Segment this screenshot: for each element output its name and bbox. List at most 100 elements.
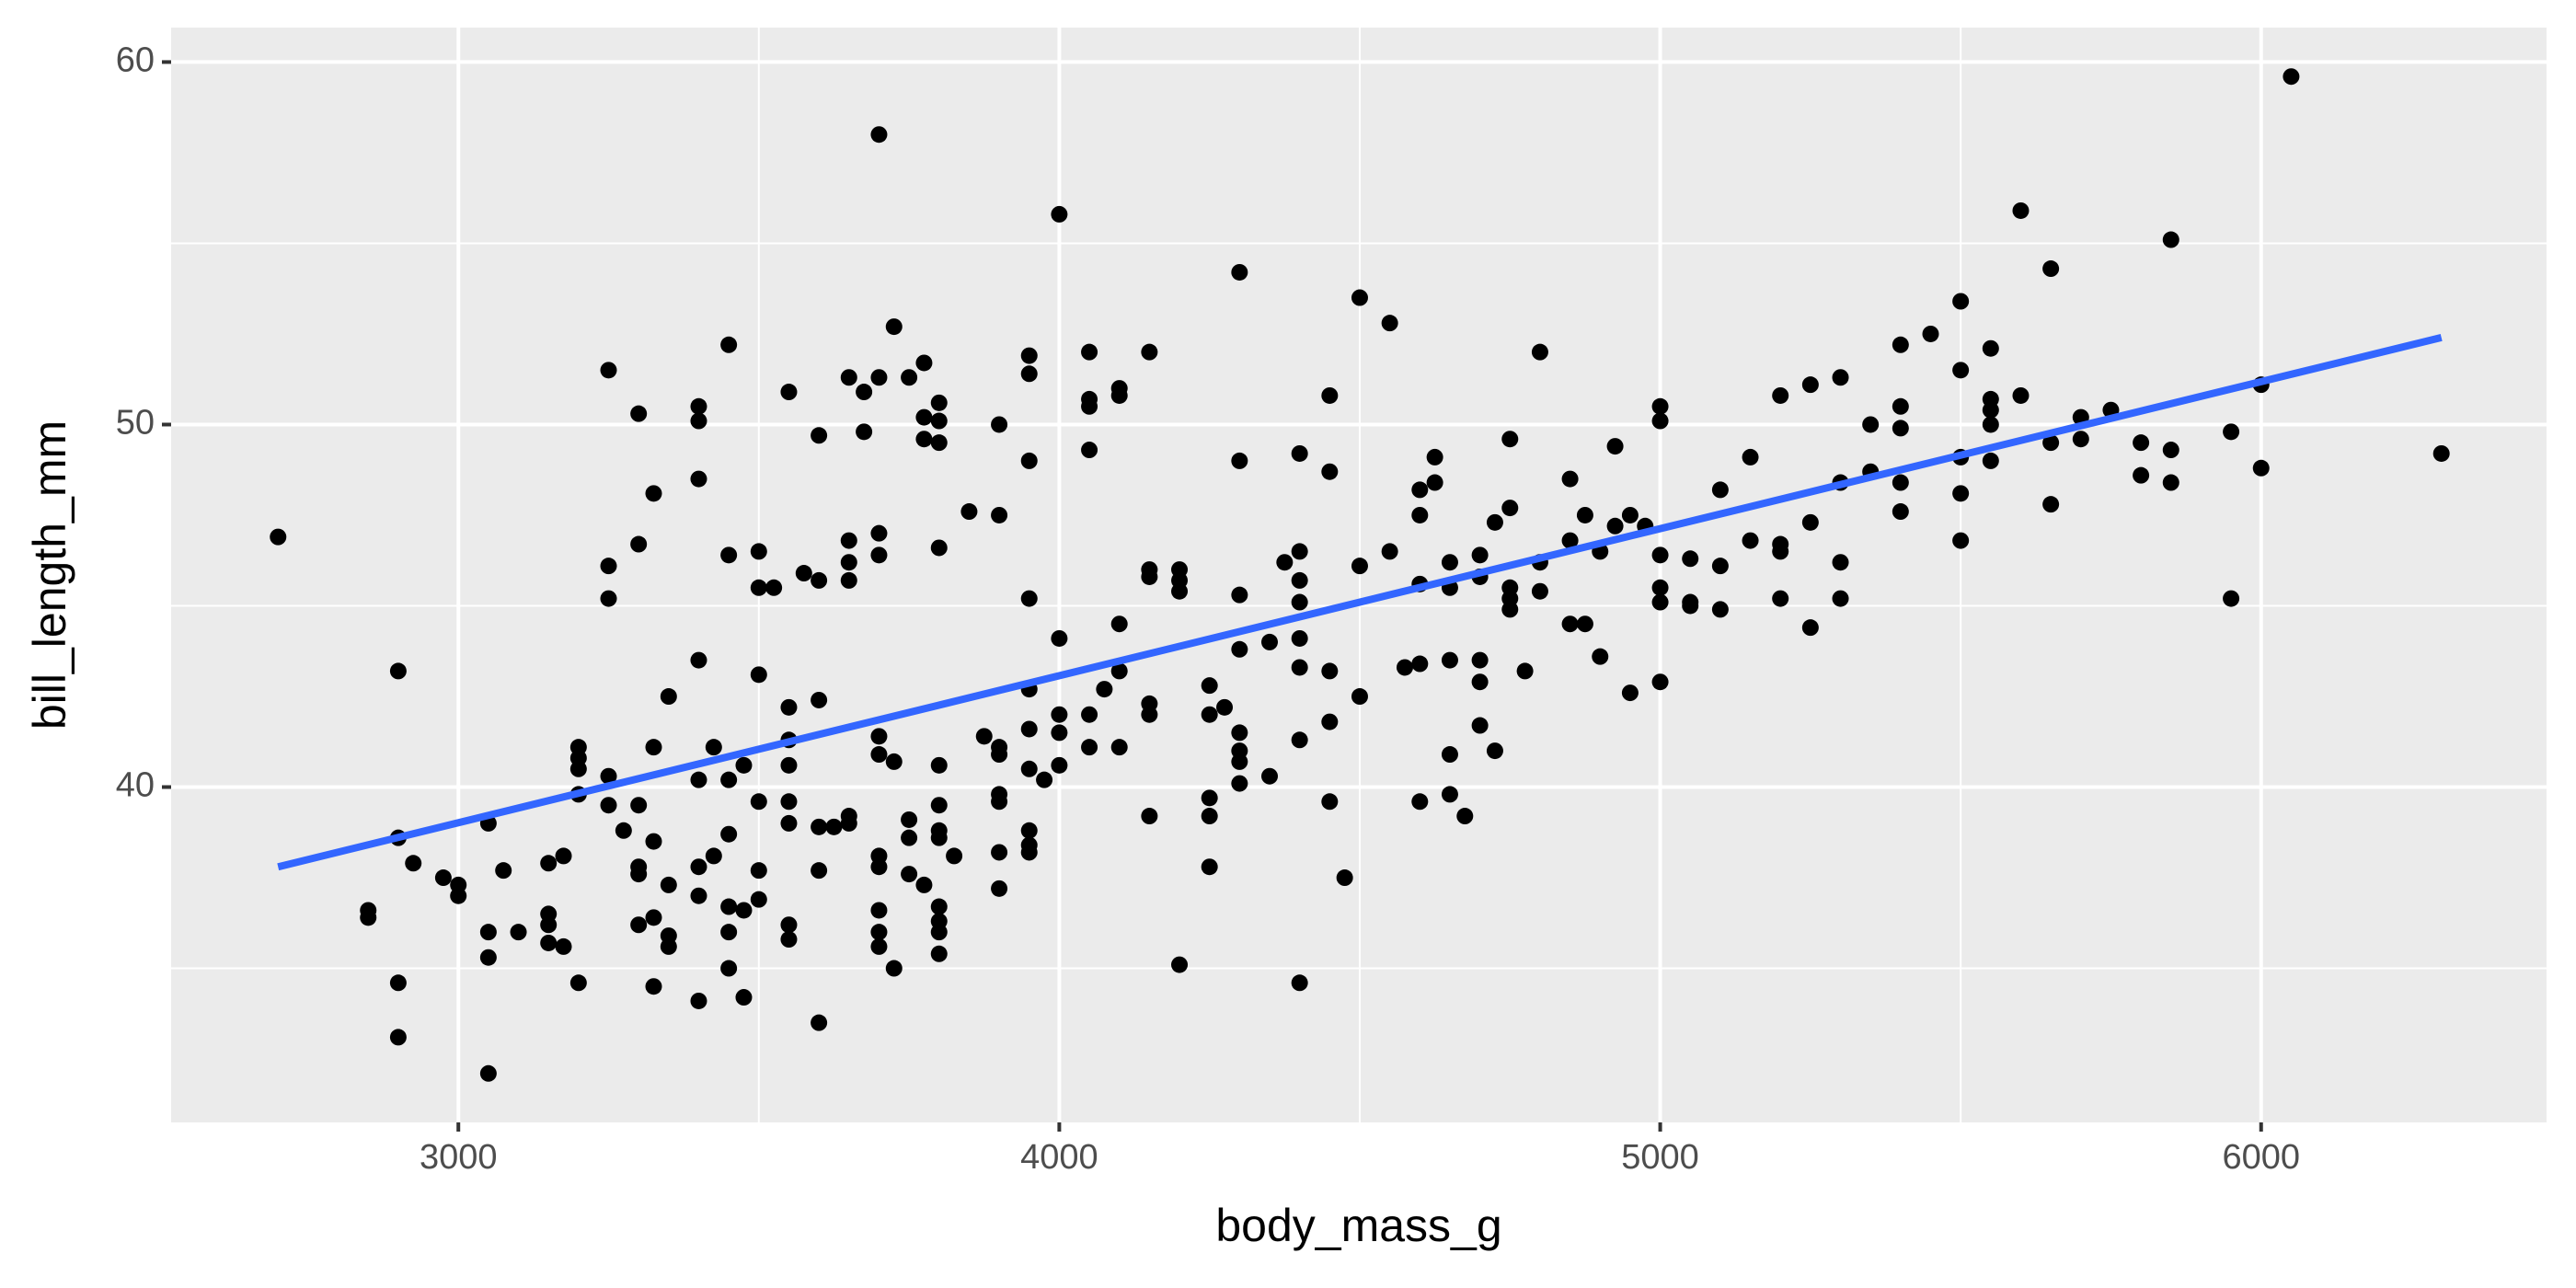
point <box>2042 434 2060 452</box>
point <box>1456 808 1474 825</box>
point <box>1051 724 1068 742</box>
point <box>840 571 857 589</box>
point <box>1651 397 1669 415</box>
point <box>1486 513 1503 531</box>
x-tick-label: 4000 <box>1020 1138 1098 1177</box>
point <box>1020 347 1038 364</box>
point <box>1110 386 1128 404</box>
point <box>780 698 798 716</box>
point <box>1141 343 1158 361</box>
point <box>1651 579 1669 596</box>
point <box>389 974 407 992</box>
point <box>750 891 767 908</box>
point <box>1772 543 1789 560</box>
point <box>540 934 558 951</box>
point <box>1501 431 1519 448</box>
point <box>1081 739 1098 756</box>
point <box>690 858 707 876</box>
y-tick-label: 50 <box>116 404 155 443</box>
point <box>750 666 767 684</box>
point <box>1231 724 1248 742</box>
point <box>1201 677 1218 695</box>
point <box>840 814 857 832</box>
point <box>2012 201 2030 219</box>
point <box>1651 546 1669 564</box>
point <box>1231 586 1248 604</box>
point <box>630 916 648 934</box>
point <box>600 558 617 575</box>
point <box>1020 452 1038 469</box>
point <box>870 126 888 144</box>
point <box>434 869 452 887</box>
point <box>1231 775 1248 792</box>
point <box>930 924 948 941</box>
point <box>1081 442 1098 459</box>
point <box>885 753 903 770</box>
point <box>1216 698 1234 716</box>
point <box>2042 260 2060 278</box>
point <box>1261 767 1279 785</box>
point <box>660 876 677 893</box>
point <box>1201 789 1218 807</box>
point <box>690 412 707 430</box>
point <box>991 746 1008 764</box>
point <box>1020 844 1038 861</box>
point <box>1486 742 1503 760</box>
point <box>915 354 933 372</box>
point <box>1291 974 1308 992</box>
point <box>1201 858 1218 876</box>
point <box>750 793 767 811</box>
point <box>1231 263 1248 281</box>
point <box>1291 593 1308 611</box>
point <box>991 793 1008 811</box>
point <box>690 992 707 1009</box>
x-axis-title: body_mass_g <box>1215 1200 1501 1251</box>
point <box>690 771 707 788</box>
point <box>1110 662 1128 680</box>
point <box>870 524 888 542</box>
point <box>1621 506 1639 523</box>
point <box>2223 590 2240 607</box>
point <box>1321 386 1339 404</box>
point <box>750 862 767 880</box>
point <box>1426 474 1443 491</box>
point <box>389 662 407 680</box>
point <box>2252 459 2270 477</box>
point <box>1291 731 1308 749</box>
point <box>479 949 497 966</box>
point <box>1051 706 1068 723</box>
point <box>915 408 933 426</box>
point <box>389 1029 407 1046</box>
point <box>795 565 812 582</box>
point <box>600 362 617 379</box>
point <box>1141 808 1158 825</box>
point <box>2432 444 2450 462</box>
point <box>1020 590 1038 607</box>
point <box>1952 293 1970 310</box>
point <box>1952 362 1970 379</box>
point <box>1952 485 1970 502</box>
y-axis-title: bill_length_mm <box>24 420 75 730</box>
point <box>1651 412 1669 430</box>
point <box>991 844 1008 861</box>
point <box>870 728 888 745</box>
point <box>1020 822 1038 839</box>
point <box>840 369 857 386</box>
point <box>1201 808 1218 825</box>
point <box>479 1064 497 1082</box>
point <box>1351 558 1368 575</box>
point <box>1411 655 1429 673</box>
point <box>690 397 707 415</box>
point <box>870 746 888 764</box>
point <box>600 590 617 607</box>
point <box>1426 448 1443 466</box>
point <box>1801 376 1819 394</box>
point <box>1682 597 1699 615</box>
point <box>885 960 903 977</box>
point <box>1892 420 1909 437</box>
point <box>1336 869 1353 887</box>
point <box>720 771 738 788</box>
point <box>1651 593 1669 611</box>
